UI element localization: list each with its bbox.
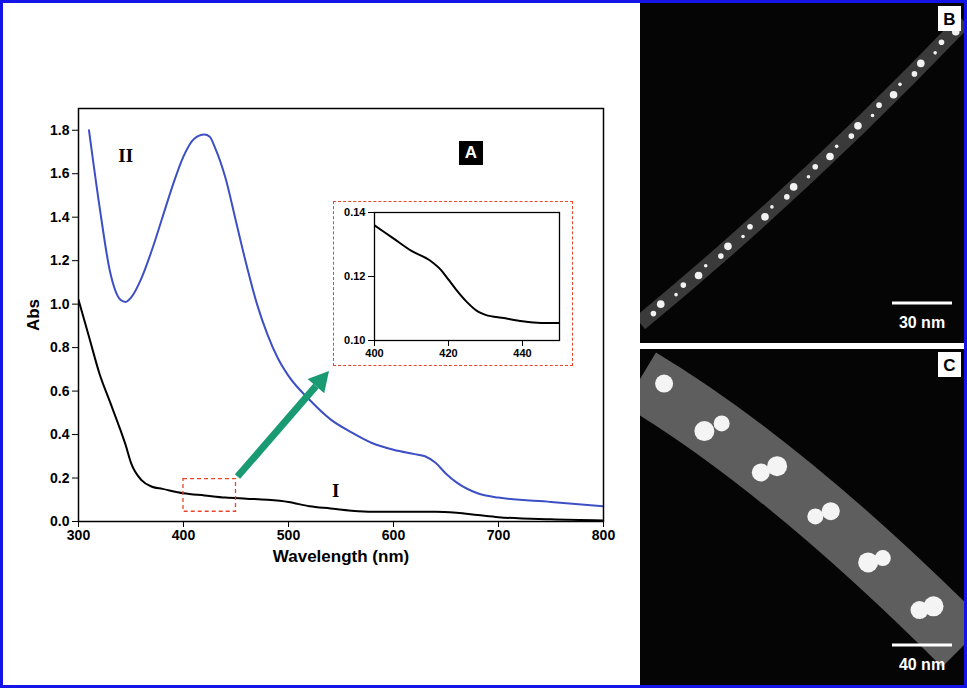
svg-text:300: 300 bbox=[67, 527, 91, 543]
svg-text:600: 600 bbox=[382, 527, 406, 543]
svg-text:40 nm: 40 nm bbox=[899, 656, 945, 673]
svg-text:1.6: 1.6 bbox=[50, 165, 70, 181]
svg-text:400: 400 bbox=[365, 347, 383, 359]
svg-text:500: 500 bbox=[277, 527, 301, 543]
svg-text:Abs: Abs bbox=[24, 299, 43, 331]
svg-text:1.0: 1.0 bbox=[50, 296, 70, 312]
svg-text:0.14: 0.14 bbox=[344, 206, 366, 218]
svg-text:0.12: 0.12 bbox=[344, 270, 365, 282]
svg-text:420: 420 bbox=[439, 347, 457, 359]
svg-text:1.8: 1.8 bbox=[50, 122, 70, 138]
svg-text:440: 440 bbox=[513, 347, 531, 359]
svg-text:0.8: 0.8 bbox=[50, 339, 70, 355]
svg-text:30 nm: 30 nm bbox=[899, 314, 945, 331]
svg-text:B: B bbox=[943, 10, 955, 29]
svg-text:0.0: 0.0 bbox=[50, 513, 70, 529]
svg-text:1.4: 1.4 bbox=[50, 209, 70, 225]
svg-text:II: II bbox=[118, 145, 133, 166]
svg-text:C: C bbox=[943, 356, 955, 375]
svg-text:0.6: 0.6 bbox=[50, 383, 70, 399]
svg-text:700: 700 bbox=[487, 527, 511, 543]
svg-text:0.2: 0.2 bbox=[50, 470, 70, 486]
svg-text:1.2: 1.2 bbox=[50, 252, 70, 268]
svg-text:800: 800 bbox=[592, 527, 616, 543]
html-text:A: A bbox=[464, 143, 478, 162]
svg-text:0.4: 0.4 bbox=[50, 426, 70, 442]
svg-text:400: 400 bbox=[172, 527, 196, 543]
svg-text:I: I bbox=[332, 480, 339, 501]
svg-text:0.10: 0.10 bbox=[344, 334, 365, 346]
svg-text:Wavelength (nm): Wavelength (nm) bbox=[273, 547, 409, 566]
